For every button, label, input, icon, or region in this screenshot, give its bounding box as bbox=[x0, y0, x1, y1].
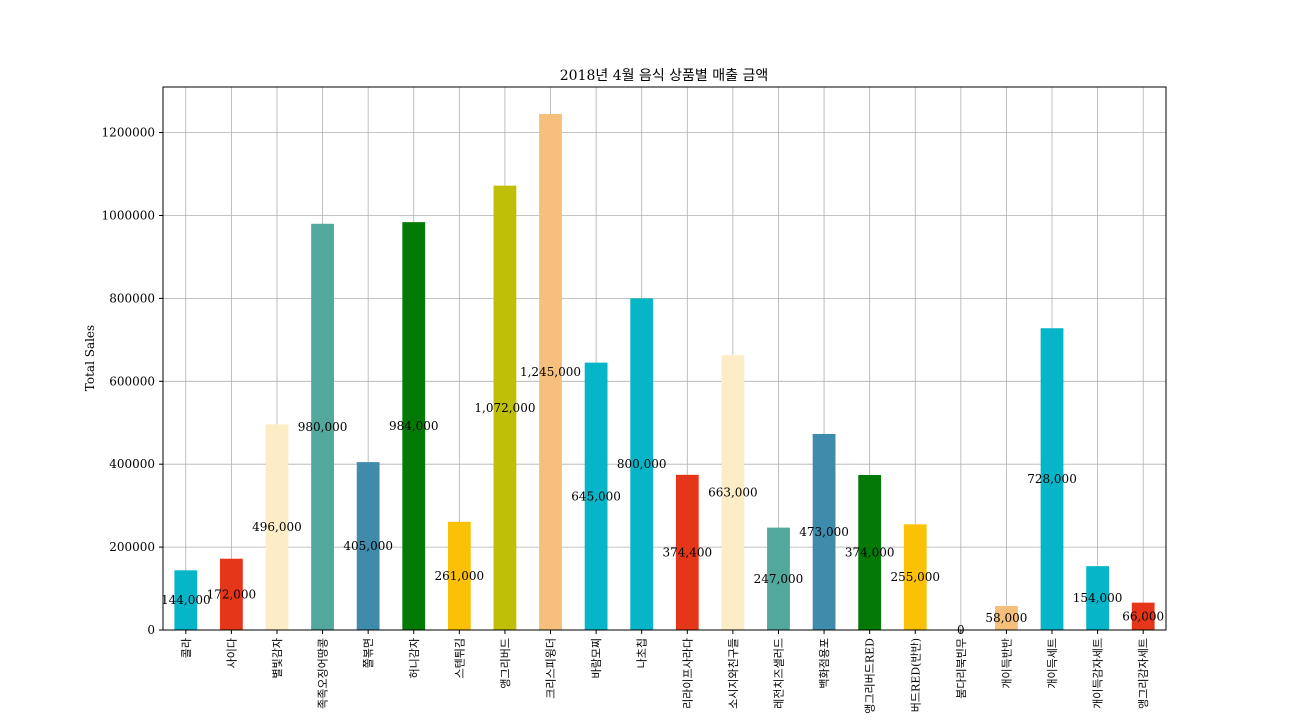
y-tick-label: 400000 bbox=[109, 457, 155, 471]
x-tick-label: 크리스피윙더 bbox=[545, 638, 558, 699]
x-tick-label: 백화점용포 bbox=[818, 638, 831, 689]
x-tick-label: 소시지와친구들 bbox=[727, 638, 740, 709]
data-label: 984,000 bbox=[389, 419, 439, 433]
bar bbox=[995, 605, 1018, 630]
chart-title: 2018년 4월 음식 상품별 매출 금액 bbox=[560, 68, 768, 84]
bar bbox=[174, 570, 198, 630]
data-label: 1,072,000 bbox=[474, 401, 535, 415]
data-label: 374,000 bbox=[845, 545, 895, 559]
plot-frame bbox=[162, 86, 1167, 631]
bar bbox=[1040, 328, 1064, 630]
x-tick-label: 앵그리버드RED bbox=[864, 638, 877, 714]
bar bbox=[1086, 566, 1110, 630]
data-label: 255,000 bbox=[890, 570, 940, 584]
data-label: 663,000 bbox=[708, 486, 758, 500]
x-tick-label: 앵그리버드 bbox=[499, 638, 512, 689]
data-label: 374,400 bbox=[662, 545, 712, 559]
data-label: 1,245,000 bbox=[520, 365, 581, 379]
y-tick-label: 1000000 bbox=[102, 208, 155, 222]
data-label: 405,000 bbox=[343, 539, 393, 553]
bar bbox=[812, 433, 836, 630]
x-tick-label: 앵그리감자세트 bbox=[1137, 638, 1150, 709]
bar bbox=[1131, 602, 1155, 630]
bar bbox=[584, 362, 608, 630]
data-label: 154,000 bbox=[1073, 591, 1123, 605]
data-label: 144,000 bbox=[161, 593, 211, 607]
y-tick-label: 0 bbox=[147, 623, 155, 637]
bar bbox=[447, 521, 471, 630]
x-axis-ticks: 콜라 사이다 별빛감자 족족오징어땅콩 쫄볶면 허니감자 스텐튀김 앵그리버드 크리스피윙더 바람… bbox=[180, 630, 1150, 714]
x-tick-label: 개이득세트 bbox=[1046, 638, 1059, 689]
bar bbox=[903, 524, 927, 630]
x-tick-label: 쫄볶면 bbox=[362, 638, 375, 668]
bar bbox=[630, 298, 654, 630]
y-tick-label: 800000 bbox=[109, 291, 155, 305]
x-tick-label: 레전치즈샐러드 bbox=[772, 638, 785, 709]
x-tick-label: 사이다 bbox=[225, 638, 238, 668]
x-tick-label: 버드RED(반반) bbox=[909, 638, 922, 712]
y-tick-label: 600000 bbox=[109, 374, 155, 388]
data-label: 58,000 bbox=[985, 611, 1027, 625]
x-tick-label: 바람모찌 bbox=[590, 638, 603, 678]
bar bbox=[721, 355, 745, 630]
x-tick-label: 족족오징어땅콩 bbox=[317, 638, 330, 709]
x-tick-label: 스텐튀김 bbox=[453, 638, 466, 678]
bar bbox=[767, 527, 790, 630]
y-axis-ticks: 0 200000 400000 600000 800000 1000000 1200000 bbox=[102, 126, 163, 637]
bar bbox=[858, 474, 882, 630]
bar bbox=[265, 424, 289, 630]
bar bbox=[493, 185, 517, 630]
y-tick-label: 200000 bbox=[109, 540, 155, 554]
bar bbox=[356, 462, 380, 630]
y-tick-label: 1200000 bbox=[102, 126, 155, 140]
data-label: 172,000 bbox=[207, 587, 257, 601]
bar bbox=[219, 558, 243, 630]
data-label: 800,000 bbox=[617, 457, 667, 471]
data-label: 645,000 bbox=[571, 489, 621, 503]
data-label: 261,000 bbox=[435, 569, 485, 583]
x-tick-label: 붐다리북빈무 bbox=[955, 638, 968, 699]
bars bbox=[174, 113, 1155, 631]
bar bbox=[539, 113, 562, 630]
data-label: 66,000 bbox=[1122, 609, 1164, 623]
data-label: 473,000 bbox=[799, 525, 849, 539]
x-tick-label: 별빛감자 bbox=[271, 638, 284, 678]
bar bbox=[675, 474, 699, 630]
x-tick-label: 허니감자 bbox=[408, 638, 421, 678]
bar bbox=[402, 222, 426, 631]
x-tick-label: 리라이프사라다 bbox=[681, 638, 694, 709]
bar bbox=[311, 223, 334, 630]
x-tick-label: 나초칩 bbox=[636, 638, 649, 668]
x-tick-label: 개이득감자세트 bbox=[1092, 638, 1105, 709]
data-label: 980,000 bbox=[298, 420, 348, 434]
y-axis-label: Total Sales bbox=[83, 325, 97, 391]
data-label: 496,000 bbox=[252, 520, 302, 534]
data-label: 728,000 bbox=[1027, 472, 1077, 486]
x-tick-label: 개이득반반 bbox=[1000, 638, 1013, 689]
x-tick-label: 콜라 bbox=[180, 638, 193, 658]
data-label: 247,000 bbox=[754, 572, 804, 586]
